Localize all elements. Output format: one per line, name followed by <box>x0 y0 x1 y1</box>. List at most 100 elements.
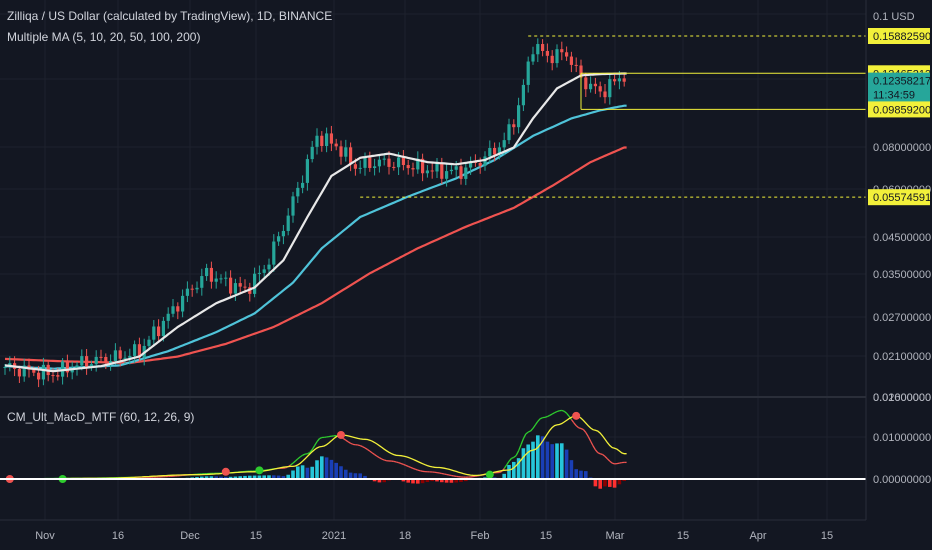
candle-body <box>454 166 458 170</box>
candle-body <box>166 313 170 321</box>
macd-line-segment <box>508 458 512 462</box>
macd-line-segment <box>549 413 553 416</box>
candle-body <box>118 350 122 359</box>
macd-histogram-bar <box>204 476 209 479</box>
candle-body <box>137 344 141 358</box>
macd-histogram-bar <box>358 473 362 479</box>
candle-body <box>185 288 189 296</box>
macd-line-segment <box>604 455 608 460</box>
candle-body <box>421 158 425 174</box>
price-labels: 0.158825900.124652130.1235821711:34:590.… <box>868 28 931 206</box>
macd-histogram-bar <box>228 476 233 479</box>
candle-body <box>545 50 549 56</box>
macd-line-segment <box>314 441 318 446</box>
macd-line-segment <box>302 453 306 456</box>
candle-body <box>329 133 333 144</box>
macd-line-segment <box>294 458 299 462</box>
candle-body <box>262 269 266 273</box>
symbol-title[interactable]: Zilliqa / US Dollar (calculated by Tradi… <box>7 9 333 23</box>
candle-body <box>550 55 554 64</box>
macd-line-segment <box>515 450 520 456</box>
macd-line-segment <box>539 417 543 420</box>
candle-body <box>353 164 357 169</box>
macd-line-segment <box>407 465 411 468</box>
macd-histogram-bar <box>214 476 218 479</box>
price-label-text: 0.09859200 <box>873 104 931 116</box>
macd-line-segment <box>556 410 560 413</box>
time-axis[interactable]: Nov 16 Dec 15 2021 18 Feb 15 Mar 15 Apr 15 <box>35 530 833 542</box>
countdown-label: 11:34:59 <box>873 90 915 102</box>
macd-line-segment <box>590 440 594 447</box>
macd-line-segment <box>537 418 541 422</box>
candle-body <box>219 278 223 280</box>
price-label-box <box>868 189 930 206</box>
macd-histogram-bar <box>425 479 430 483</box>
macd-histogram-bar <box>296 466 300 479</box>
candle-body <box>61 361 65 377</box>
macd-line-segment <box>527 430 531 433</box>
candle-body <box>565 52 569 57</box>
macd-histogram-bar <box>536 435 540 479</box>
candle-body <box>584 77 588 90</box>
macd-histogram-bar <box>617 479 622 485</box>
macd-line-segment <box>563 410 568 414</box>
candle-body <box>502 140 506 148</box>
candle-body <box>17 368 21 377</box>
macd-histogram-bar <box>449 479 454 483</box>
time-tick-label: Nov <box>35 530 55 542</box>
candle-body <box>37 372 41 380</box>
macd-histogram-bar <box>291 470 295 479</box>
macd-histogram-bar <box>339 466 343 479</box>
macd-line-segment <box>503 464 508 469</box>
macd-histogram-bar <box>507 464 511 479</box>
scale-unit-label: 0.1 USD <box>873 11 915 23</box>
macd-line-segment <box>597 452 601 455</box>
candle-body <box>89 364 93 368</box>
macd-line-segment <box>350 442 354 445</box>
macd-line-segment <box>415 468 419 471</box>
macd-histogram-bar <box>286 474 290 479</box>
macd-histogram-bar <box>243 475 247 479</box>
candle-body <box>445 171 449 179</box>
candle-body <box>94 356 98 365</box>
ma-mid-path <box>4 104 627 370</box>
ma-slow-line <box>4 146 627 365</box>
time-tick-label: 15 <box>250 530 262 542</box>
macd-histogram-bar <box>248 475 252 479</box>
candle-body <box>560 49 564 53</box>
macd-line-segment <box>417 469 421 472</box>
ma-indicator-legend[interactable]: Multiple MA (5, 10, 20, 50, 100, 200) <box>7 30 201 44</box>
macd-line-segment <box>530 427 534 432</box>
macd-histogram-bar <box>608 479 612 487</box>
candle-body <box>152 326 156 340</box>
price-label-box <box>868 28 930 44</box>
macd-histogram-bar <box>502 473 506 479</box>
macd-line-segment <box>343 438 347 441</box>
candle-body <box>598 86 602 92</box>
macd-line-segment <box>362 446 366 449</box>
macd-histogram-bar <box>550 444 554 479</box>
candle-body <box>363 157 367 168</box>
macd-histogram-bar <box>598 479 602 489</box>
macd-line-segment <box>405 464 409 467</box>
time-tick-label: Apr <box>749 530 766 542</box>
macd-histogram-bar <box>200 476 204 479</box>
macd-histogram-bar <box>593 479 598 487</box>
macd-indicator-legend[interactable]: CM_Ult_MacD_MTF (60, 12, 26, 9) <box>7 410 195 424</box>
macd-histogram-bar <box>564 449 569 479</box>
candle-body <box>478 162 482 166</box>
macd-line-segment <box>554 410 558 414</box>
candle-body <box>339 146 343 157</box>
macd-histogram-bar <box>406 479 410 483</box>
macd-line-segment <box>532 424 536 429</box>
horizontal-levels <box>360 35 866 198</box>
macd-line-segment <box>522 433 527 439</box>
macd-line-segment <box>403 463 407 466</box>
candle-body <box>286 215 290 231</box>
macd-line-segment <box>364 447 368 451</box>
macd-histogram-bar <box>372 479 377 482</box>
candle-body <box>320 135 324 147</box>
macd-line-segment <box>297 456 301 460</box>
candle-body <box>181 295 185 312</box>
